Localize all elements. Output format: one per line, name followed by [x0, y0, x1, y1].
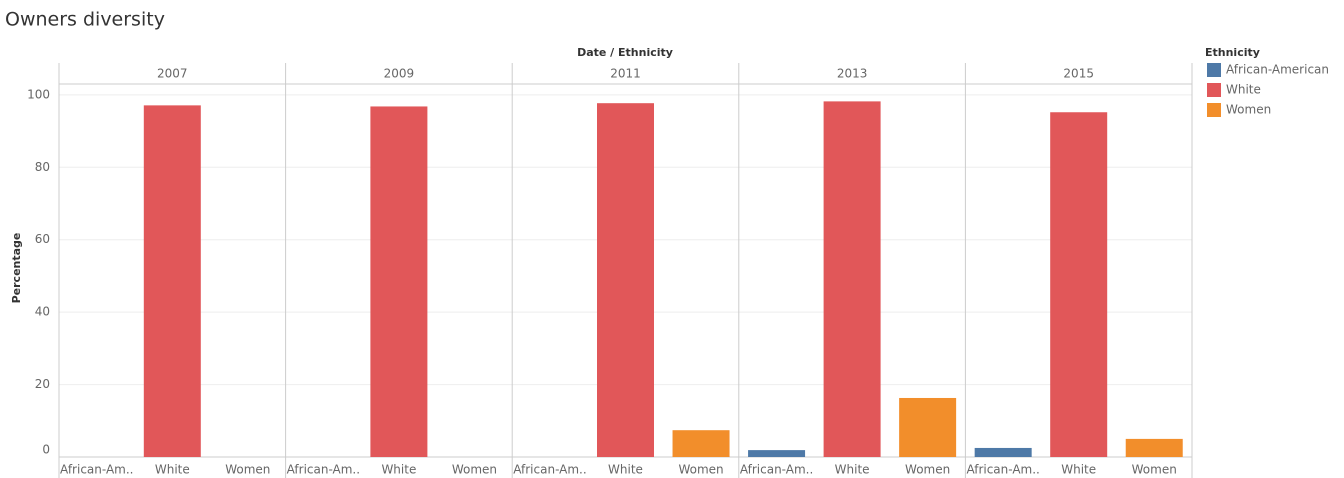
bar	[1125, 438, 1183, 457]
x-tick-label: African-Am..	[513, 463, 586, 477]
y-tick-label: 80	[35, 160, 50, 174]
bar	[823, 101, 881, 458]
x-tick-label: African-Am..	[60, 463, 133, 477]
legend-swatch	[1207, 103, 1221, 117]
chart-title: Owners diversity	[5, 9, 165, 31]
x-tick-label: White	[1061, 463, 1096, 477]
y-tick-label: 100	[27, 87, 50, 101]
bar	[748, 450, 806, 457]
legend-label: African-American	[1226, 63, 1329, 77]
facet-label: 2013	[837, 67, 868, 81]
bar	[899, 397, 957, 457]
bar	[672, 430, 730, 457]
bar	[370, 106, 428, 458]
x-tick-label: African-Am..	[287, 463, 360, 477]
x-tick-label: White	[381, 463, 416, 477]
legend-label: White	[1226, 83, 1261, 97]
y-tick-label: 60	[35, 232, 50, 246]
y-tick-label: 40	[35, 305, 50, 319]
legend-label: Women	[1226, 103, 1271, 117]
facet-label: 2015	[1063, 67, 1094, 81]
facet-label: 2009	[384, 67, 415, 81]
bar	[597, 103, 654, 457]
x-tick-label: Women	[452, 463, 497, 477]
bar	[1050, 112, 1108, 457]
y-tick-label: 0	[42, 443, 50, 457]
x-tick-label: African-Am..	[966, 463, 1039, 477]
x-tick-label: Women	[678, 463, 723, 477]
x-tick-label: African-Am..	[740, 463, 813, 477]
legend-title: Ethnicity	[1205, 46, 1260, 59]
facet-label: 2007	[157, 67, 188, 81]
facet-label: 2011	[610, 67, 641, 81]
bar	[974, 447, 1032, 457]
x-tick-label: White	[608, 463, 643, 477]
x-tick-label: Women	[905, 463, 950, 477]
legend-swatch	[1207, 83, 1221, 97]
y-tick-label: 20	[35, 377, 50, 391]
y-axis-label: Percentage	[10, 233, 23, 304]
x-tick-label: White	[835, 463, 870, 477]
x-tick-label: Women	[1132, 463, 1177, 477]
legend-swatch	[1207, 63, 1221, 77]
x-tick-label: Women	[225, 463, 270, 477]
facet-title: Date / Ethnicity	[577, 46, 673, 59]
bar	[143, 105, 201, 457]
x-tick-label: White	[155, 463, 190, 477]
